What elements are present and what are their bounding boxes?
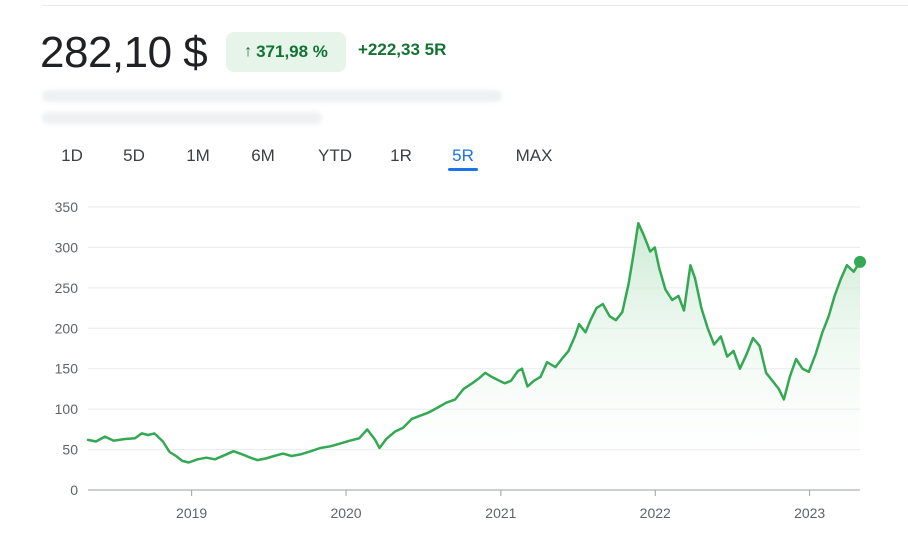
tab-5r[interactable]: 5R xyxy=(452,146,474,165)
tab-1d[interactable]: 1D xyxy=(61,146,83,165)
x-tick-label: 2022 xyxy=(640,505,671,521)
tab-6m[interactable]: 6M xyxy=(251,146,275,165)
x-tick-label: 2019 xyxy=(176,505,207,521)
tab-ytd[interactable]: YTD xyxy=(318,146,352,165)
tab-max[interactable]: MAX xyxy=(515,146,553,165)
blurred-info-line xyxy=(42,90,502,102)
blurred-info-line xyxy=(42,112,322,124)
range-tabs: 1D 5D 1M 6M YTD 1R 5R MAX xyxy=(0,140,908,180)
x-tick-label: 2020 xyxy=(330,505,361,521)
arrow-up-icon: ↑ xyxy=(244,43,253,60)
price-chart: 0 50 100 150 200 250 300 350 2019 2020 2021 2022 20… xyxy=(55,199,866,521)
x-tick-label: 2021 xyxy=(485,505,516,521)
y-tick-label: 250 xyxy=(55,280,79,296)
stock-price: 282,10 $ xyxy=(40,28,208,77)
active-tab-underline xyxy=(448,168,478,171)
y-tick-label: 100 xyxy=(55,401,79,417)
tab-5d[interactable]: 5D xyxy=(123,146,145,165)
tab-1r[interactable]: 1R xyxy=(390,146,412,165)
y-tick-label: 150 xyxy=(55,361,79,377)
y-tick-label: 300 xyxy=(55,239,79,255)
x-tick-label: 2023 xyxy=(794,505,825,521)
last-price-dot xyxy=(854,255,866,268)
change-absolute: +222,33 5R xyxy=(358,40,447,59)
change-percent-badge: ↑ 371,98 % xyxy=(226,32,346,72)
y-tick-label: 0 xyxy=(70,482,78,498)
y-tick-label: 350 xyxy=(55,199,79,215)
y-tick-label: 200 xyxy=(55,320,79,336)
price-area-fill xyxy=(88,223,860,490)
y-tick-label: 50 xyxy=(62,442,78,458)
top-divider xyxy=(42,5,908,6)
tab-1m[interactable]: 1M xyxy=(186,146,210,165)
price-line xyxy=(86,221,862,464)
change-percent: 371,98 % xyxy=(256,42,328,61)
